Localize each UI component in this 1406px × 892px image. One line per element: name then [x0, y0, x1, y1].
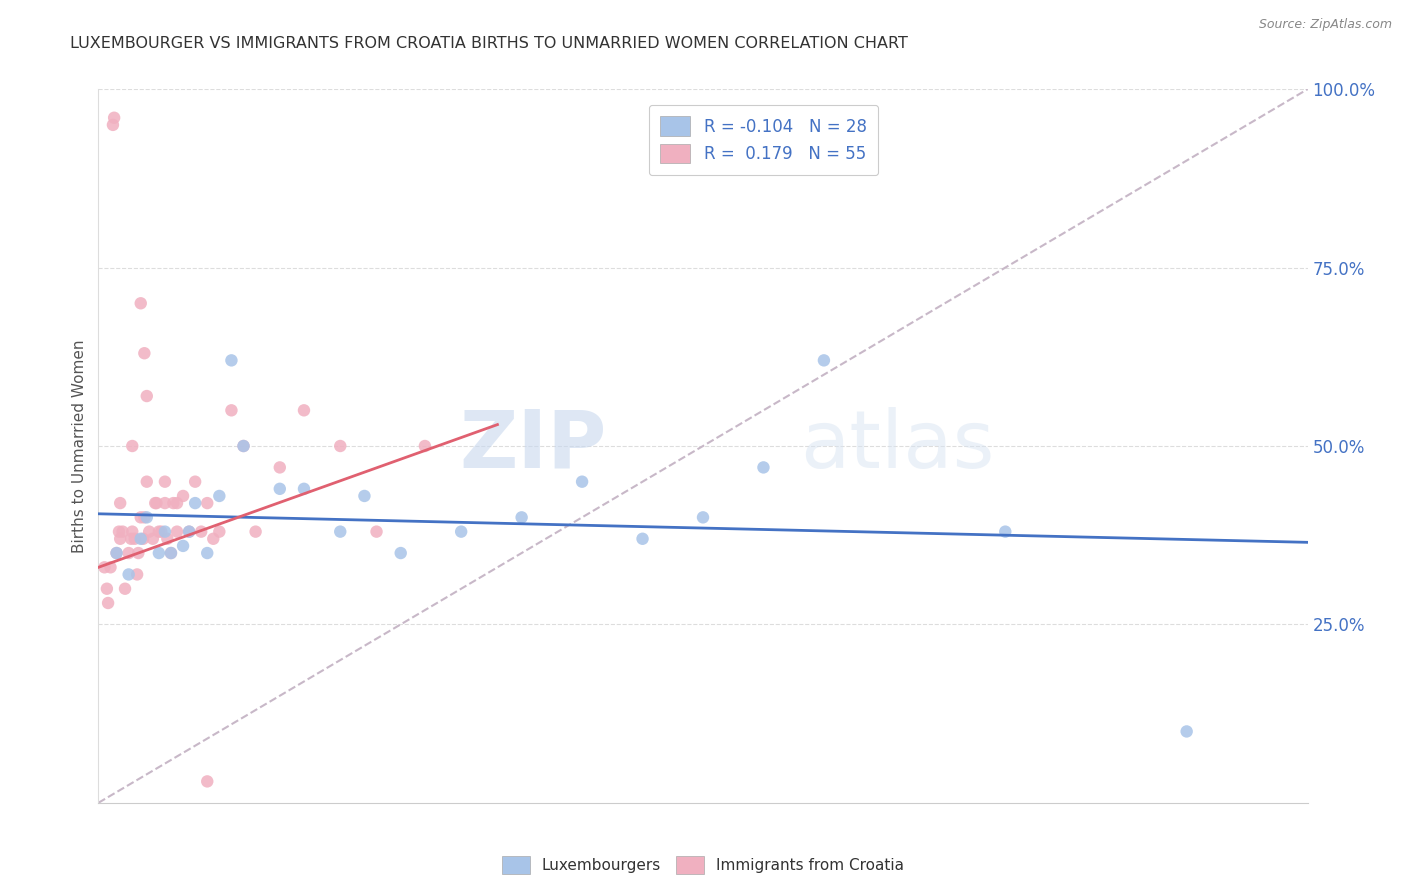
Point [353, 489, 375, 503]
Legend: Luxembourgers, Immigrants from Croatia: Luxembourgers, Immigrants from Croatia [496, 850, 910, 880]
Point [120, 532, 142, 546]
Point [692, 510, 714, 524]
Point [195, 496, 218, 510]
Point [108, 532, 131, 546]
Point [118, 546, 141, 560]
Point [114, 582, 136, 596]
Point [101, 118, 124, 132]
Point [96, 582, 118, 596]
Point [413, 439, 436, 453]
Point [108, 524, 131, 539]
Point [1175, 724, 1198, 739]
Point [166, 496, 188, 510]
Point [510, 510, 533, 524]
Point [138, 524, 160, 539]
Point [184, 475, 207, 489]
Point [148, 524, 170, 539]
Point [103, 111, 125, 125]
Y-axis label: Births to Unmarried Women: Births to Unmarried Women [72, 339, 87, 553]
Point [121, 439, 143, 453]
Point [160, 546, 183, 560]
Point [153, 475, 176, 489]
Point [202, 532, 225, 546]
Point [108, 496, 131, 510]
Point [118, 567, 141, 582]
Point [148, 546, 170, 560]
Point [97, 596, 120, 610]
Point [232, 439, 254, 453]
Point [329, 439, 352, 453]
Point [129, 296, 152, 310]
Point [153, 496, 176, 510]
Point [813, 353, 835, 368]
Text: ZIP: ZIP [458, 407, 606, 485]
Point [172, 539, 194, 553]
Point [172, 489, 194, 503]
Point [179, 524, 201, 539]
Point [269, 482, 291, 496]
Point [366, 524, 388, 539]
Point [134, 346, 156, 360]
Point [221, 403, 243, 417]
Legend: R = -0.104   N = 28, R =  0.179   N = 55: R = -0.104 N = 28, R = 0.179 N = 55 [648, 104, 879, 175]
Point [245, 524, 267, 539]
Text: Source: ZipAtlas.com: Source: ZipAtlas.com [1258, 18, 1392, 31]
Point [143, 496, 166, 510]
Point [111, 524, 134, 539]
Point [631, 532, 654, 546]
Point [135, 389, 157, 403]
Point [150, 524, 173, 539]
Point [153, 524, 176, 539]
Point [121, 524, 143, 539]
Point [232, 439, 254, 453]
Point [105, 546, 128, 560]
Point [124, 532, 146, 546]
Point [269, 460, 291, 475]
Point [135, 510, 157, 524]
Point [329, 524, 352, 539]
Point [221, 353, 243, 368]
Point [93, 560, 115, 574]
Point [195, 774, 218, 789]
Point [179, 524, 201, 539]
Point [389, 546, 412, 560]
Point [184, 496, 207, 510]
Point [145, 496, 167, 510]
Point [129, 510, 152, 524]
Point [450, 524, 472, 539]
Point [156, 532, 179, 546]
Point [132, 532, 155, 546]
Point [994, 524, 1017, 539]
Point [190, 524, 212, 539]
Point [127, 546, 149, 560]
Point [160, 546, 183, 560]
Point [134, 510, 156, 524]
Point [208, 489, 231, 503]
Point [135, 475, 157, 489]
Point [100, 560, 122, 574]
Point [105, 546, 128, 560]
Point [162, 496, 184, 510]
Point [129, 532, 152, 546]
Text: atlas: atlas [800, 407, 994, 485]
Point [127, 567, 149, 582]
Point [571, 475, 593, 489]
Point [292, 403, 315, 417]
Text: LUXEMBOURGER VS IMMIGRANTS FROM CROATIA BIRTHS TO UNMARRIED WOMEN CORRELATION CH: LUXEMBOURGER VS IMMIGRANTS FROM CROATIA … [70, 36, 908, 51]
Point [166, 524, 188, 539]
Point [752, 460, 775, 475]
Point [208, 524, 231, 539]
Point [195, 546, 218, 560]
Point [142, 532, 165, 546]
Point [292, 482, 315, 496]
